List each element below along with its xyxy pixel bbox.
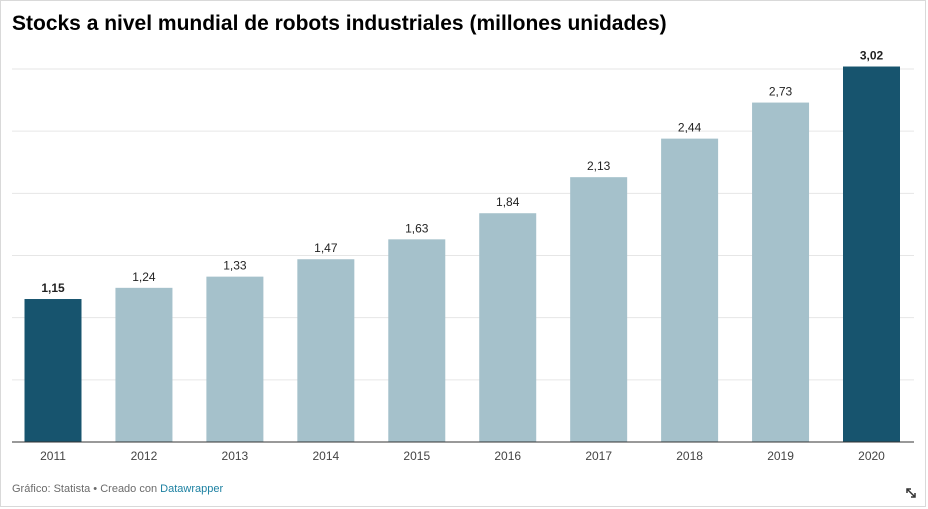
expand-icon[interactable] (904, 486, 918, 500)
source-text: Gráfico: Statista • Creado con (12, 483, 161, 495)
x-tick-2020: 2020 (858, 449, 885, 463)
datawrapper-link[interactable]: Datawrapper (160, 483, 224, 495)
x-tick-2012: 2012 (131, 449, 158, 463)
value-label-2013: 1,33 (223, 259, 247, 273)
bar-2012 (115, 287, 173, 442)
value-label-2020: 3,02 (860, 49, 884, 63)
bar-2013 (206, 276, 264, 442)
bar-chart: 1,15 1,24 1,33 1,47 1,63 1,84 2,13 2,44 2,73 3,02… (12, 49, 914, 463)
chart-footer: Gráfico: Statista • Creado con Datawrapp… (12, 483, 223, 495)
bar-2014 (297, 259, 355, 442)
bar-2019 (752, 102, 810, 442)
x-tick-labels: 2011 2012 2013 2014 2015 2016 2017 2018 2019 2020 (40, 449, 885, 463)
x-tick-2016: 2016 (494, 449, 521, 463)
x-tick-2015: 2015 (403, 449, 430, 463)
x-tick-2017: 2017 (585, 449, 612, 463)
value-label-2019: 2,73 (769, 85, 793, 99)
value-label-2015: 1,63 (405, 221, 429, 235)
bar-2016 (479, 213, 537, 442)
value-label-2011: 1,15 (41, 281, 65, 295)
bar-2011 (24, 299, 82, 442)
bar-2017 (570, 177, 628, 443)
value-labels: 1,15 1,24 1,33 1,47 1,63 1,84 2,13 2,44 2,73 3,02 (41, 49, 883, 296)
value-label-2014: 1,47 (314, 241, 338, 255)
value-label-2012: 1,24 (132, 270, 156, 284)
chart-title: Stocks a nivel mundial de robots industr… (12, 12, 667, 35)
bar-2015 (388, 239, 446, 442)
x-tick-2011: 2011 (40, 449, 66, 463)
bars (24, 66, 900, 443)
value-label-2016: 1,84 (496, 195, 520, 209)
x-tick-2019: 2019 (767, 449, 794, 463)
x-tick-2013: 2013 (222, 449, 249, 463)
x-tick-2018: 2018 (676, 449, 703, 463)
x-tick-2014: 2014 (312, 449, 339, 463)
bar-2020 (843, 66, 900, 442)
value-label-2017: 2,13 (587, 159, 611, 173)
bar-2018 (661, 138, 719, 443)
value-label-2018: 2,44 (678, 121, 702, 135)
